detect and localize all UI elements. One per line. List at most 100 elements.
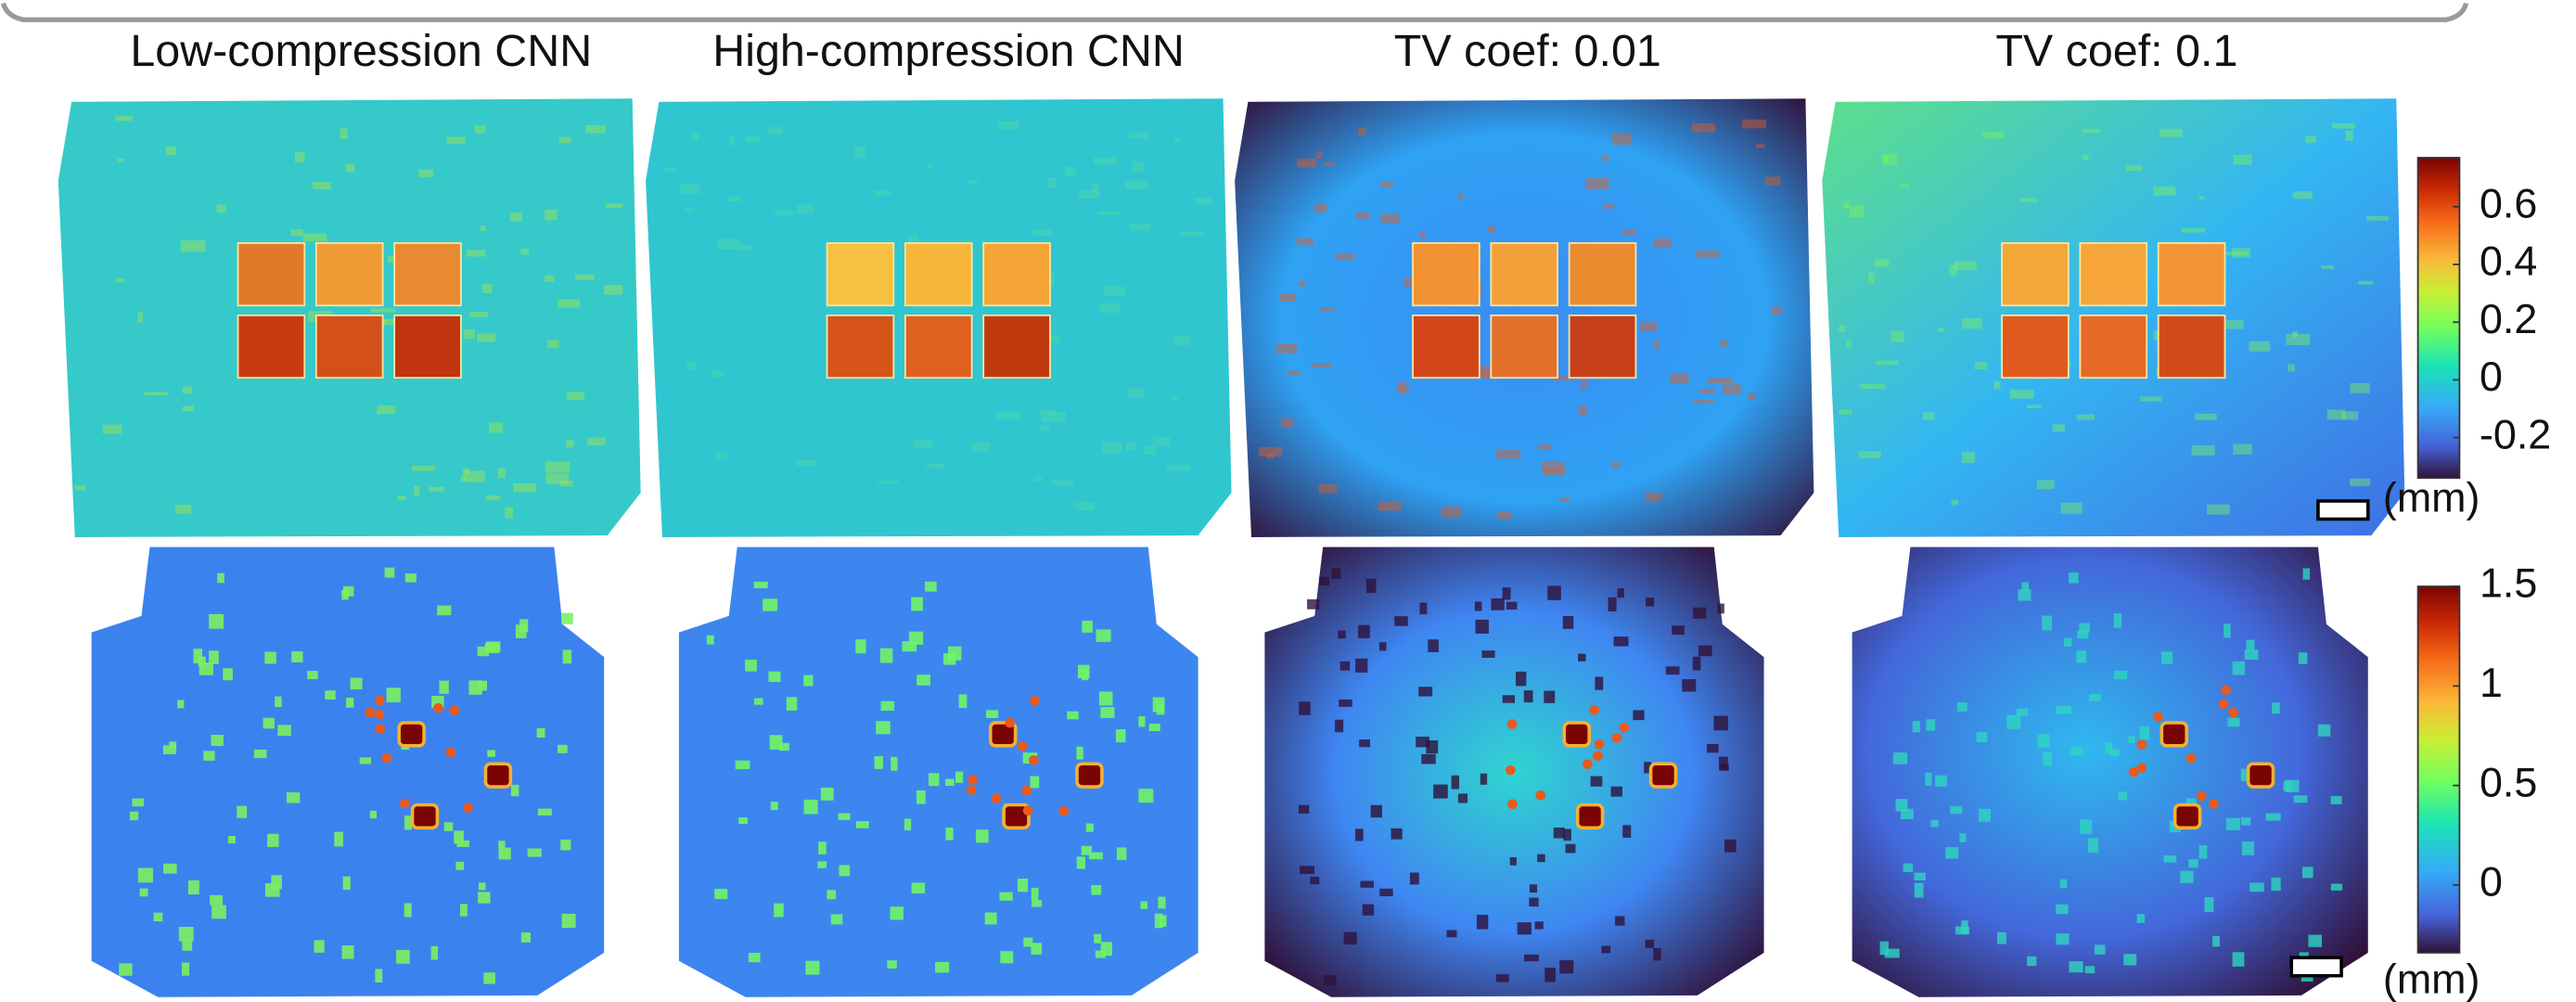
texture [1876, 361, 1898, 366]
texture [738, 245, 753, 250]
component [754, 582, 768, 588]
solder [1595, 739, 1605, 750]
texture [1748, 393, 1756, 400]
component [1503, 587, 1511, 599]
solder [1507, 719, 1518, 729]
texture [1694, 400, 1714, 404]
component [1360, 881, 1373, 888]
component [831, 914, 842, 924]
component [1945, 847, 1958, 859]
component [1672, 625, 1685, 635]
texture [1923, 412, 1934, 419]
texture [2083, 155, 2088, 160]
component [516, 624, 527, 638]
component [277, 725, 290, 736]
component [985, 913, 997, 925]
texture [1299, 281, 1305, 287]
colorbar-tick-label: 0.4 [2480, 239, 2537, 285]
texture [1497, 511, 1511, 519]
component [1339, 700, 1352, 707]
chip [2249, 764, 2274, 787]
texture [1646, 493, 1662, 501]
texture [1579, 405, 1587, 416]
component [1518, 922, 1532, 934]
component [1477, 915, 1488, 929]
pad [827, 315, 894, 378]
component [169, 741, 176, 748]
texture [2061, 503, 2083, 514]
texture [913, 440, 932, 447]
texture [291, 229, 303, 236]
solder [1021, 786, 1032, 796]
component [163, 864, 177, 874]
component [749, 953, 761, 962]
texture [998, 122, 1019, 130]
texture [1153, 437, 1171, 446]
component [1310, 877, 1319, 884]
texture [1698, 389, 1715, 393]
texture [2153, 186, 2175, 196]
component [2064, 638, 2071, 647]
component [1693, 657, 1701, 671]
component [537, 728, 545, 738]
component [439, 681, 448, 694]
component [265, 883, 280, 897]
component [460, 904, 468, 916]
texture [145, 392, 168, 395]
texture [926, 464, 944, 469]
texture [1297, 159, 1316, 168]
texture [711, 370, 724, 378]
component [2069, 572, 2079, 583]
component [1547, 585, 1561, 599]
component [275, 697, 281, 707]
component [1428, 639, 1439, 652]
component [1516, 672, 1526, 687]
component [903, 641, 917, 651]
texture [1695, 250, 1720, 258]
texture [1654, 238, 1672, 248]
component [738, 817, 748, 824]
component [561, 613, 573, 624]
texture [566, 440, 573, 447]
component [314, 940, 324, 952]
panels [58, 98, 2404, 996]
component [1067, 712, 1079, 720]
solder [1589, 705, 1599, 715]
texture [797, 205, 814, 213]
component [1524, 955, 1539, 961]
component [2114, 613, 2121, 628]
texture [1496, 450, 1520, 458]
texture [727, 197, 741, 201]
texture [1166, 465, 1190, 470]
texture [2027, 405, 2042, 408]
panel-title: TV coef: 0.1 [1995, 26, 2237, 76]
solder [1612, 733, 1622, 743]
texture [2234, 155, 2252, 165]
texture [2140, 396, 2161, 401]
texture [1982, 132, 2004, 138]
solder [2197, 791, 2207, 802]
component [209, 614, 224, 629]
component [325, 690, 335, 700]
pad [1570, 243, 1636, 305]
component [2303, 569, 2310, 580]
texture [1839, 325, 1844, 332]
texture [1381, 213, 1401, 223]
texture [2191, 445, 2214, 456]
component [2017, 709, 2029, 716]
texture [1103, 286, 1125, 296]
texture [1131, 224, 1149, 230]
texture [377, 405, 395, 414]
component [2164, 855, 2177, 863]
component [1611, 787, 1622, 797]
component [1506, 602, 1517, 610]
component [1476, 620, 1489, 634]
texture [2195, 414, 2216, 420]
component [2299, 652, 2308, 664]
component [714, 889, 727, 899]
texture [2358, 281, 2373, 285]
component [1475, 601, 1482, 610]
pad [2002, 315, 2069, 378]
component [1391, 829, 1403, 840]
texture [1542, 461, 1565, 472]
